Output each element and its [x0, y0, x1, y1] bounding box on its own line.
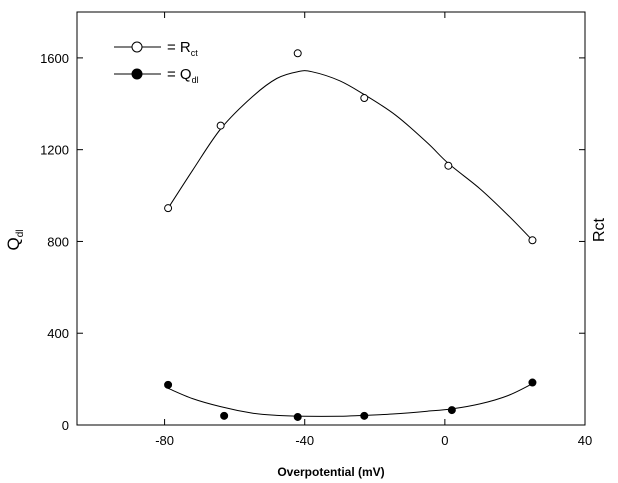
data-point-qdl [220, 411, 229, 420]
series-points [164, 49, 537, 421]
legend-marker-rct [131, 41, 143, 53]
data-point-rct [216, 121, 225, 130]
y-axis-left-label-main: Q [4, 237, 23, 250]
legend-label-rct: = Rct [167, 39, 198, 58]
x-tick-label: -40 [295, 433, 314, 448]
data-point-qdl [164, 380, 173, 389]
legend-label-qdl: = Qdl [167, 66, 199, 85]
data-point-rct [360, 94, 369, 103]
y-axis-left-label-sub: dl [15, 229, 26, 237]
y-tick-label: 800 [47, 234, 69, 249]
legend-label-qdl-main: = Q [167, 66, 192, 83]
data-point-rct [293, 49, 302, 58]
legend-label-qdl-sub: dl [192, 75, 199, 85]
data-point-qdl [447, 406, 456, 415]
legend-item-rct: = Rct [114, 39, 198, 58]
series-curves [167, 70, 533, 417]
x-tick-label: 40 [578, 433, 592, 448]
y-axis-left-label: Qdl [4, 229, 26, 250]
data-point-rct [164, 204, 173, 213]
data-point-qdl [528, 378, 537, 387]
series-curve-rct [167, 70, 533, 241]
legend: = Rct = Qdl [114, 39, 199, 85]
y-tick-label: 1200 [40, 143, 69, 158]
y-tick-label: 1600 [40, 51, 69, 66]
data-point-rct [528, 236, 537, 245]
x-tick-label: 0 [441, 433, 448, 448]
legend-label-rct-main: = R [167, 39, 191, 56]
data-point-rct [444, 161, 453, 170]
legend-item-qdl: = Qdl [114, 66, 199, 85]
legend-label-rct-sub: ct [191, 48, 199, 58]
plot-frame [76, 11, 586, 426]
y-tick-label: 0 [62, 418, 69, 433]
y-tick-label: 400 [47, 326, 69, 341]
legend-marker-qdl [131, 68, 143, 80]
data-point-qdl [360, 411, 369, 420]
series-curve-qdl [167, 383, 533, 417]
y-axis-right-label: Rct [591, 217, 608, 242]
x-tick-label: -80 [155, 433, 174, 448]
data-point-qdl [293, 412, 302, 421]
x-axis-label: Overpotential (mV) [277, 465, 384, 479]
